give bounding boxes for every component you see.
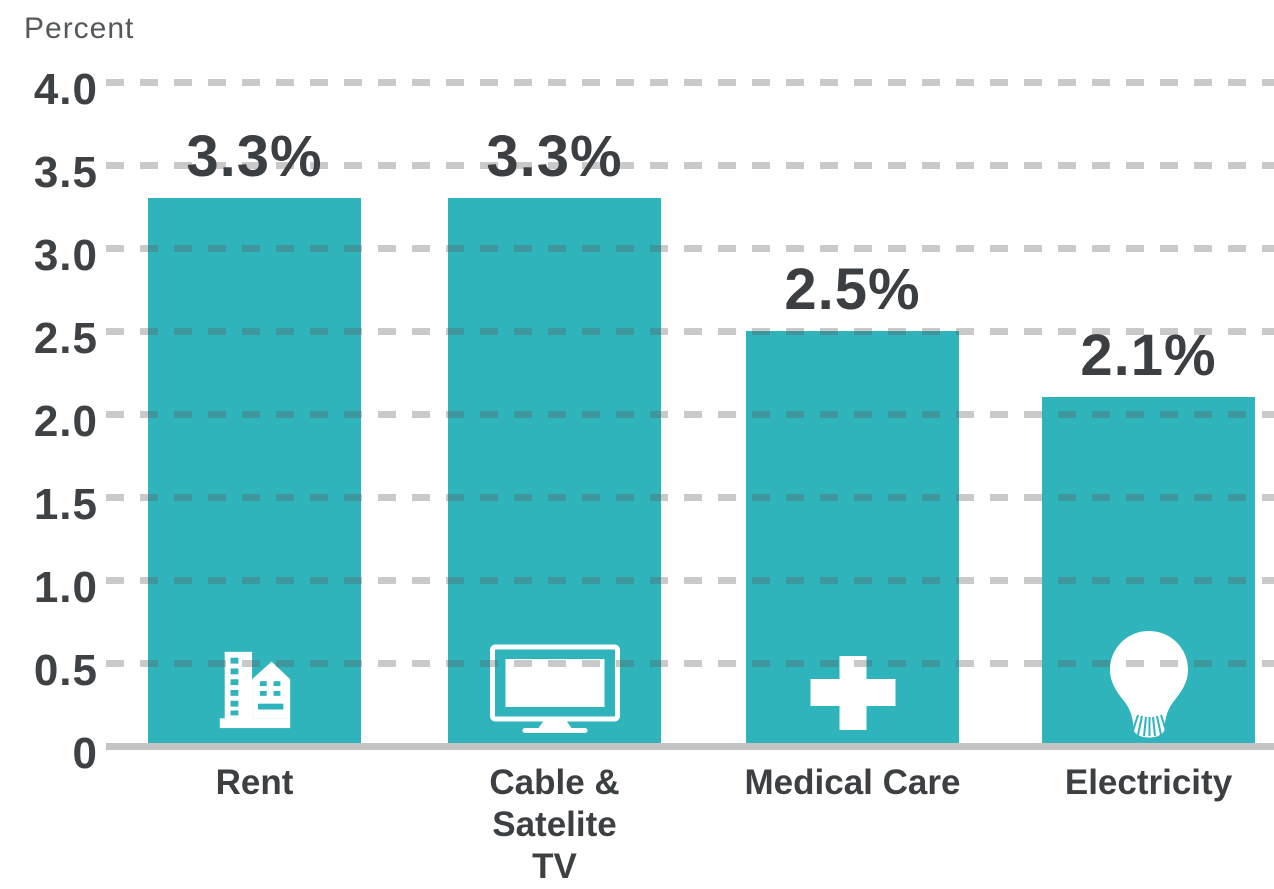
y-tick-label: 3.0 (33, 231, 98, 280)
bar-electricity (1042, 397, 1255, 746)
bar-rent (148, 198, 361, 746)
gridline-2.5 (106, 328, 1274, 335)
value-label-cable-satelite-tv: 3.3% (486, 124, 623, 189)
medical-cross-icon (810, 656, 895, 730)
y-tick-label: 0.5 (33, 646, 98, 695)
gridline-1.0 (106, 577, 1274, 584)
bar-icon-wrap (1109, 631, 1188, 738)
category-label-electricity: Electricity (1064, 763, 1233, 802)
y-tick-label: 3.5 (33, 148, 98, 197)
y-tick-label: 1.0 (33, 563, 98, 612)
y-tick-label: 2.0 (33, 397, 98, 446)
y-tick-label: 4.0 (33, 65, 98, 114)
lightbulb-icon (1109, 631, 1188, 738)
y-tick-label: 0 (72, 729, 98, 778)
y-tick-label: 1.5 (33, 480, 98, 529)
value-label-rent: 3.3% (186, 124, 323, 189)
bar-cable-satelite-tv (448, 198, 661, 746)
tv-icon (489, 644, 620, 733)
building-icon (219, 651, 290, 729)
bar-icon-wrap (212, 647, 298, 731)
category-label-cable-satelite-tv: Cable & Satelite TV (489, 763, 620, 886)
bar-icon-wrap (810, 656, 895, 730)
bar-icon-wrap (489, 644, 620, 733)
gridline-1.5 (106, 494, 1274, 501)
x-axis-baseline (106, 743, 1274, 750)
gridline-3.0 (106, 245, 1274, 252)
gridline-4.0 (106, 79, 1274, 86)
y-tick-label: 2.5 (33, 314, 98, 363)
gridline-2.0 (106, 411, 1274, 418)
gridline-0.5 (106, 660, 1274, 667)
y-axis-title: Percent (24, 12, 135, 45)
category-label-medical-care: Medical Care (744, 763, 961, 802)
gridline-3.5 (106, 162, 1274, 169)
category-label-rent: Rent (215, 763, 294, 802)
value-label-electricity: 2.1% (1080, 323, 1217, 388)
bar-medical-care (746, 331, 959, 746)
value-label-medical-care: 2.5% (784, 257, 921, 322)
